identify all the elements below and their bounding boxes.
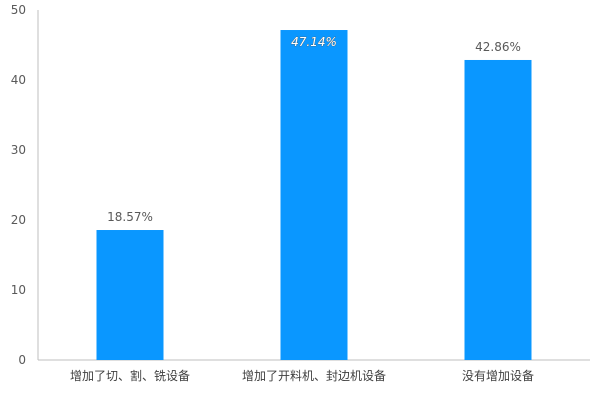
- data-label: 47.14%: [291, 35, 337, 49]
- x-tick-label: 增加了开料机、封边机设备: [242, 369, 386, 383]
- y-tick-label: 0: [18, 353, 26, 367]
- bar: [96, 230, 164, 360]
- x-tick-label: 没有增加设备: [462, 368, 534, 383]
- y-axis: 0 10 20 30 40 50: [11, 3, 39, 367]
- y-tick-label: 10: [11, 283, 26, 297]
- data-labels: 18.57% 47.14% 42.86%: [107, 35, 521, 224]
- y-tick-label: 30: [11, 143, 26, 157]
- y-tick-label: 50: [11, 3, 26, 17]
- y-tick-label: 20: [11, 213, 26, 227]
- x-tick-label: 增加了切、割、铣设备: [70, 368, 190, 383]
- bars: [96, 30, 532, 361]
- x-axis: 增加了切、割、铣设备 增加了开料机、封边机设备 没有增加设备: [38, 359, 590, 383]
- y-tick-label: 40: [11, 73, 26, 87]
- data-label: 18.57%: [107, 210, 153, 224]
- data-label: 42.86%: [475, 40, 521, 54]
- bar: [464, 59, 532, 360]
- bar: [280, 30, 348, 361]
